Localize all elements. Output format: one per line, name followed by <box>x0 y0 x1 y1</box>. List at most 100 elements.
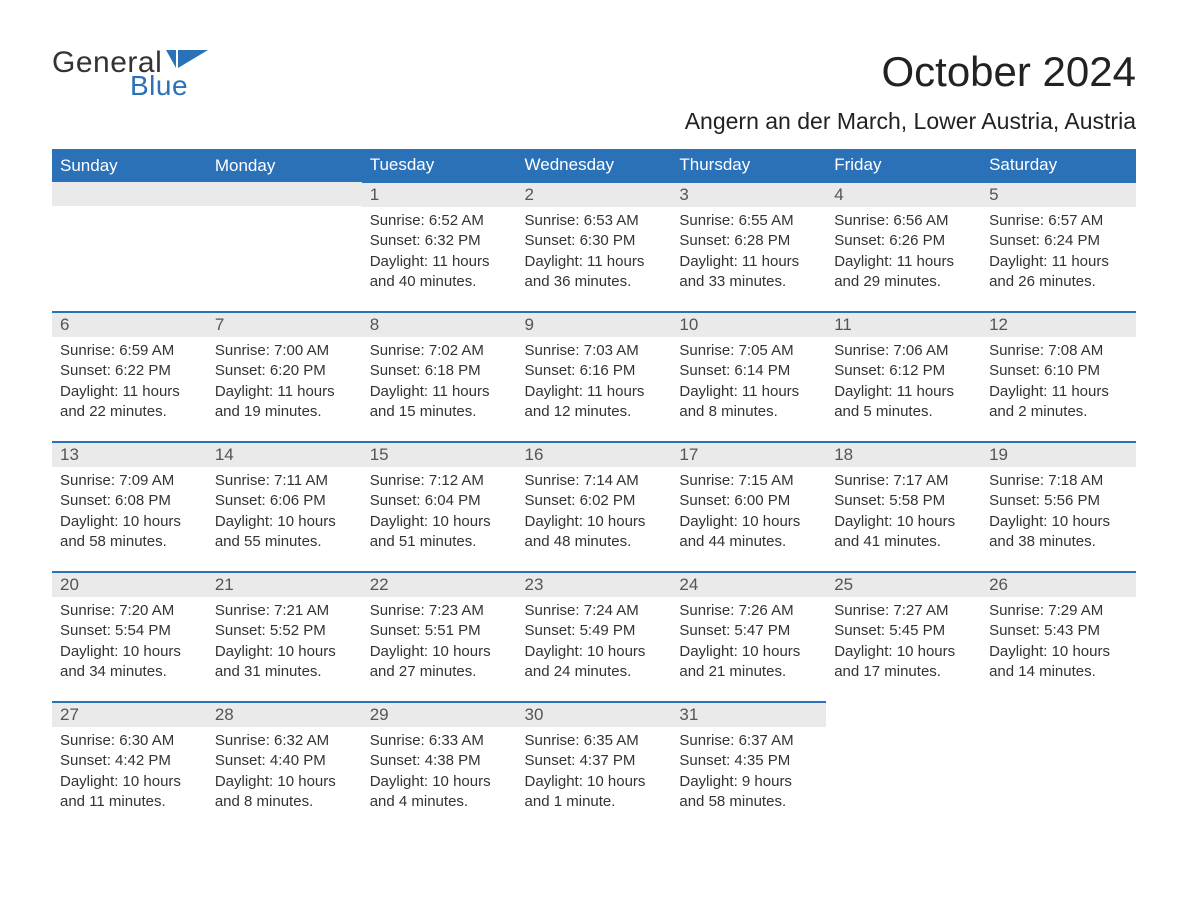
daylight-line: and 15 minutes. <box>370 402 509 422</box>
day-number: 11 <box>826 313 981 337</box>
day-number: 26 <box>981 573 1136 597</box>
sunrise-line: Sunrise: 6:33 AM <box>370 731 509 751</box>
day-number: 17 <box>671 443 826 467</box>
sunset-line: Sunset: 6:24 PM <box>989 231 1128 251</box>
day-details: Sunrise: 6:53 AMSunset: 6:30 PMDaylight:… <box>517 207 672 300</box>
calendar-cell: 24Sunrise: 7:26 AMSunset: 5:47 PMDayligh… <box>671 572 826 702</box>
daylight-line: and 41 minutes. <box>834 532 973 552</box>
sunset-line: Sunset: 6:04 PM <box>370 491 509 511</box>
day-number: 18 <box>826 443 981 467</box>
day-number: 10 <box>671 313 826 337</box>
sunrise-line: Sunrise: 7:11 AM <box>215 471 354 491</box>
calendar-cell: 11Sunrise: 7:06 AMSunset: 6:12 PMDayligh… <box>826 312 981 442</box>
day-details: Sunrise: 7:27 AMSunset: 5:45 PMDaylight:… <box>826 597 981 690</box>
day-details: Sunrise: 7:17 AMSunset: 5:58 PMDaylight:… <box>826 467 981 560</box>
sunrise-line: Sunrise: 7:06 AM <box>834 341 973 361</box>
sunset-line: Sunset: 6:28 PM <box>679 231 818 251</box>
daylight-line: and 19 minutes. <box>215 402 354 422</box>
sunrise-line: Sunrise: 6:56 AM <box>834 211 973 231</box>
daylight-line: Daylight: 11 hours <box>525 252 664 272</box>
day-details: Sunrise: 6:32 AMSunset: 4:40 PMDaylight:… <box>207 727 362 820</box>
day-number: 9 <box>517 313 672 337</box>
calendar-cell: 3Sunrise: 6:55 AMSunset: 6:28 PMDaylight… <box>671 182 826 312</box>
sunset-line: Sunset: 5:56 PM <box>989 491 1128 511</box>
daylight-line: Daylight: 10 hours <box>215 772 354 792</box>
sunrise-line: Sunrise: 6:30 AM <box>60 731 199 751</box>
daylight-line: Daylight: 10 hours <box>525 642 664 662</box>
weekday-header: Tuesday <box>362 149 517 182</box>
calendar-cell: 22Sunrise: 7:23 AMSunset: 5:51 PMDayligh… <box>362 572 517 702</box>
calendar-cell: 15 Sunrise: 7:12 AMSunset: 6:04 PMDayligh… <box>362 442 517 572</box>
calendar-cell: 25Sunrise: 7:27 AMSunset: 5:45 PMDayligh… <box>826 572 981 702</box>
daylight-line: Daylight: 10 hours <box>679 512 818 532</box>
sunset-line: Sunset: 4:40 PM <box>215 751 354 771</box>
daylight-line: Daylight: 11 hours <box>215 382 354 402</box>
daylight-line: Daylight: 10 hours <box>60 642 199 662</box>
day-number: 29 <box>362 703 517 727</box>
sunset-line: Sunset: 5:58 PM <box>834 491 973 511</box>
calendar-cell: 2Sunrise: 6:53 AMSunset: 6:30 PMDaylight… <box>517 182 672 312</box>
sunset-line: Sunset: 4:37 PM <box>525 751 664 771</box>
sunset-line: Sunset: 4:42 PM <box>60 751 199 771</box>
sunset-line: Sunset: 6:06 PM <box>215 491 354 511</box>
calendar-cell <box>207 182 362 312</box>
day-details: Sunrise: 7:02 AMSunset: 6:18 PMDaylight:… <box>362 337 517 430</box>
sunrise-line: Sunrise: 6:53 AM <box>525 211 664 231</box>
sunset-line: Sunset: 6:08 PM <box>60 491 199 511</box>
day-number: 6 <box>52 313 207 337</box>
calendar-cell: 31Sunrise: 6:37 AMSunset: 4:35 PMDayligh… <box>671 702 826 831</box>
day-number: 19 <box>981 443 1136 467</box>
sunset-line: Sunset: 4:38 PM <box>370 751 509 771</box>
day-details: Sunrise: 6:33 AMSunset: 4:38 PMDaylight:… <box>362 727 517 820</box>
day-details: Sunrise: 6:37 AMSunset: 4:35 PMDaylight:… <box>671 727 826 820</box>
weekday-header: Monday <box>207 149 362 182</box>
location-subtitle: Angern an der March, Lower Austria, Aust… <box>685 108 1136 135</box>
sunrise-line: Sunrise: 6:35 AM <box>525 731 664 751</box>
calendar-cell: 19 Sunrise: 7:18 AMSunset: 5:56 PMDayligh… <box>981 442 1136 572</box>
calendar-cell <box>826 702 981 831</box>
daylight-line: Daylight: 10 hours <box>834 642 973 662</box>
daylight-line: Daylight: 10 hours <box>989 512 1128 532</box>
logo: General Blue <box>52 48 208 100</box>
sunrise-line: Sunrise: 7:02 AM <box>370 341 509 361</box>
calendar-cell: 14Sunrise: 7:11 AMSunset: 6:06 PMDayligh… <box>207 442 362 572</box>
day-details: Sunrise: 6:59 AMSunset: 6:22 PMDaylight:… <box>52 337 207 430</box>
daylight-line: Daylight: 10 hours <box>60 512 199 532</box>
day-details: Sunrise: 7:26 AMSunset: 5:47 PMDaylight:… <box>671 597 826 690</box>
sunrise-line: Sunrise: 7:12 AM <box>370 471 509 491</box>
calendar-cell: 18Sunrise: 7:17 AMSunset: 5:58 PMDayligh… <box>826 442 981 572</box>
day-details: Sunrise: 7:11 AMSunset: 6:06 PMDaylight:… <box>207 467 362 560</box>
day-number: 22 <box>362 573 517 597</box>
day-number: 21 <box>207 573 362 597</box>
sunrise-line: Sunrise: 7:26 AM <box>679 601 818 621</box>
sunrise-line: Sunrise: 6:55 AM <box>679 211 818 231</box>
sunset-line: Sunset: 6:00 PM <box>679 491 818 511</box>
daylight-line: and 51 minutes. <box>370 532 509 552</box>
calendar-cell: 6Sunrise: 6:59 AMSunset: 6:22 PMDaylight… <box>52 312 207 442</box>
sunrise-line: Sunrise: 7:00 AM <box>215 341 354 361</box>
day-details: Sunrise: 7:08 AMSunset: 6:10 PMDaylight:… <box>981 337 1136 430</box>
sunrise-line: Sunrise: 6:32 AM <box>215 731 354 751</box>
sunset-line: Sunset: 6:18 PM <box>370 361 509 381</box>
weekday-header: Friday <box>826 149 981 182</box>
day-number: 15 <box>362 443 517 467</box>
daylight-line: Daylight: 10 hours <box>370 512 509 532</box>
daylight-line: and 1 minute. <box>525 792 664 812</box>
day-number: 5 <box>981 183 1136 207</box>
sunrise-line: Sunrise: 7:20 AM <box>60 601 199 621</box>
calendar-cell: 13Sunrise: 7:09 AMSunset: 6:08 PMDayligh… <box>52 442 207 572</box>
daylight-line: Daylight: 10 hours <box>60 772 199 792</box>
sunrise-line: Sunrise: 6:57 AM <box>989 211 1128 231</box>
day-details: Sunrise: 6:57 AMSunset: 6:24 PMDaylight:… <box>981 207 1136 300</box>
daylight-line: and 29 minutes. <box>834 272 973 292</box>
daylight-line: and 34 minutes. <box>60 662 199 682</box>
calendar-cell: 21Sunrise: 7:21 AMSunset: 5:52 PMDayligh… <box>207 572 362 702</box>
logo-word-blue: Blue <box>130 72 188 100</box>
sunrise-line: Sunrise: 7:18 AM <box>989 471 1128 491</box>
daylight-line: and 58 minutes. <box>679 792 818 812</box>
daylight-line: Daylight: 11 hours <box>370 252 509 272</box>
daylight-line: and 55 minutes. <box>215 532 354 552</box>
day-details: Sunrise: 7:03 AMSunset: 6:16 PMDaylight:… <box>517 337 672 430</box>
day-details: Sunrise: 6:55 AMSunset: 6:28 PMDaylight:… <box>671 207 826 300</box>
daylight-line: and 36 minutes. <box>525 272 664 292</box>
